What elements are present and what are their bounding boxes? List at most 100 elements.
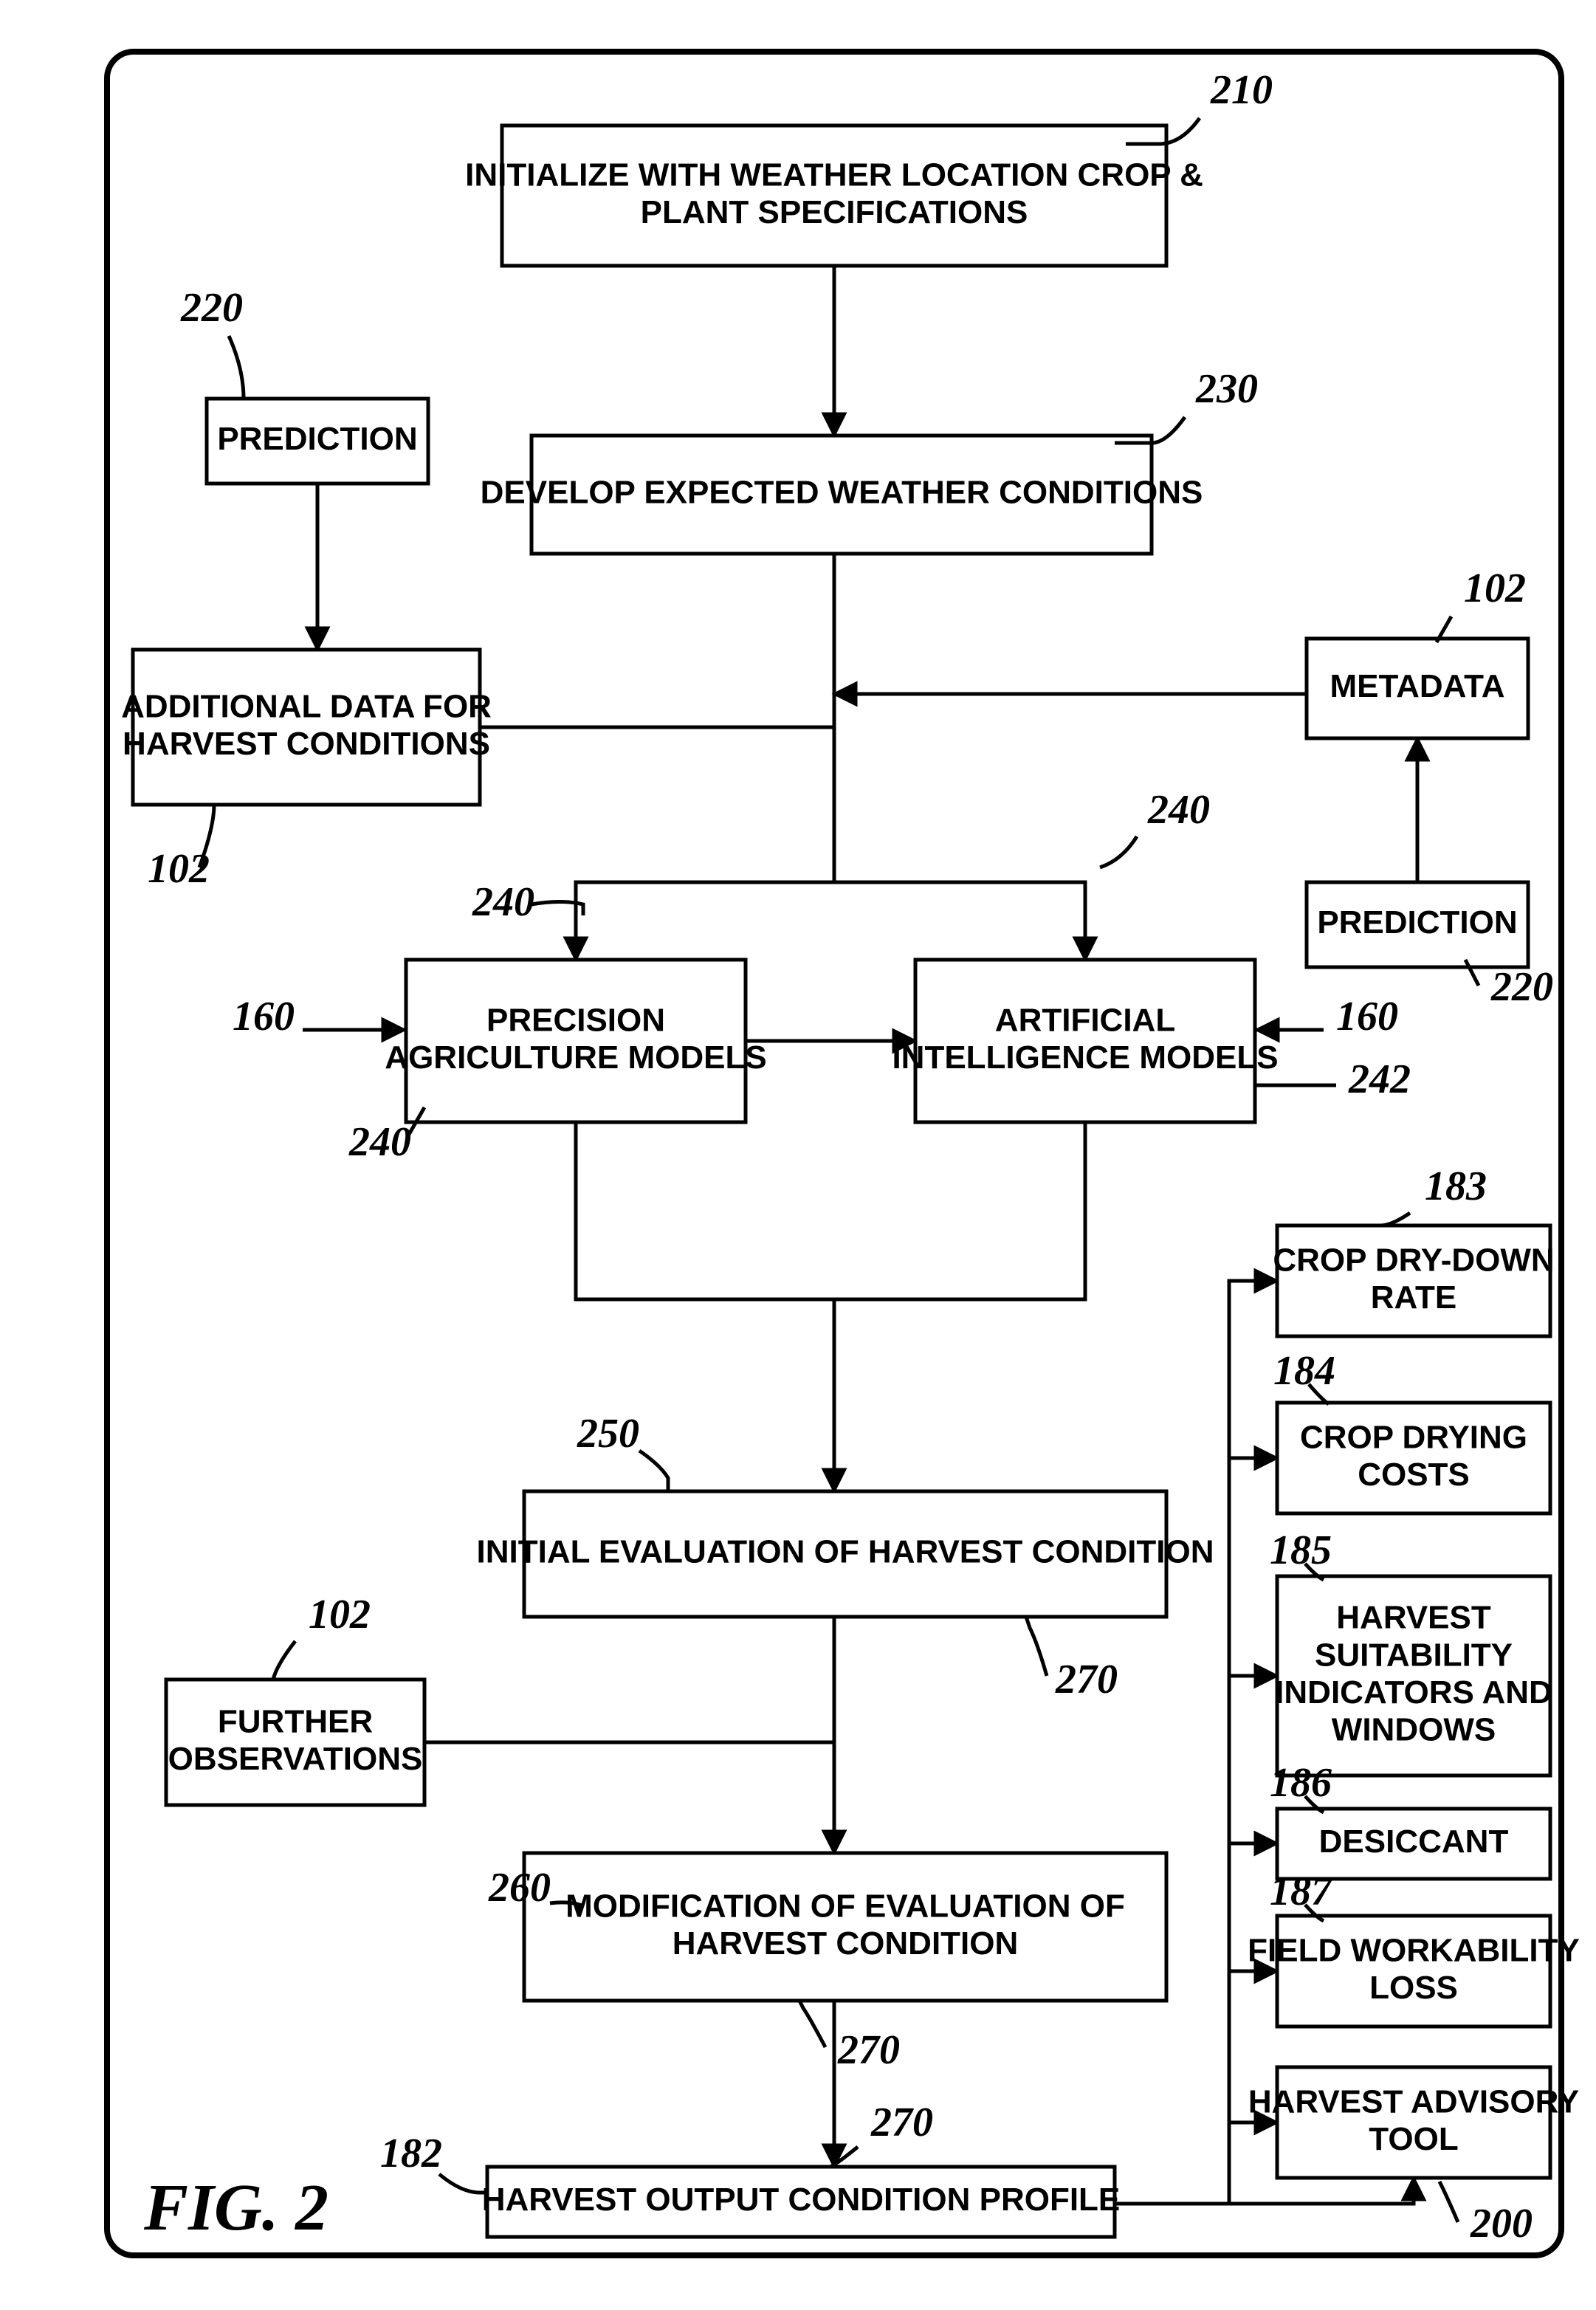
edge — [1115, 1281, 1277, 2204]
node-label: HARVEST ADVISORY — [1248, 2083, 1579, 2120]
node-n200: HARVEST ADVISORYTOOL — [1248, 2067, 1579, 2178]
node-label: AGRICULTURE MODELS — [385, 1039, 766, 1076]
refnum-185: 185 — [1270, 1527, 1332, 1580]
refnum-102: 102 — [148, 805, 214, 892]
refnum-label: 102 — [148, 846, 210, 892]
refnum-242: 242 — [1256, 1056, 1411, 1102]
node-label: LOSS — [1369, 1970, 1458, 2006]
node-label: SUITABILITY — [1315, 1637, 1513, 1673]
refnum-220: 220 — [180, 285, 244, 399]
node-label: METADATA — [1330, 668, 1504, 704]
node-n182: HARVEST OUTPUT CONDITION PROFILE — [482, 2167, 1121, 2237]
node-label: HARVEST OUTPUT CONDITION PROFILE — [482, 2182, 1121, 2218]
node-label: FURTHER — [218, 1703, 373, 1739]
node-n242: ARTIFICIALINTELLIGENCE MODELS — [892, 960, 1278, 1122]
refnum-240: 240 — [472, 879, 583, 925]
refnum-label: 182 — [380, 2131, 442, 2176]
node-label: INDICATORS AND — [1275, 1674, 1552, 1711]
refnum-label: 186 — [1270, 1760, 1332, 1806]
refnum-label: 160 — [233, 994, 295, 1039]
refnum-label: 160 — [1336, 994, 1398, 1039]
refnum-label: 240 — [1147, 787, 1210, 833]
node-label: PREDICTION — [1317, 904, 1517, 941]
node-label: DESICCANT — [1319, 1823, 1509, 1860]
edge — [1229, 2178, 1414, 2204]
refnum-label: 240 — [348, 1119, 411, 1165]
refnum-label: 242 — [1348, 1056, 1411, 1102]
refnum-label: 260 — [488, 1865, 551, 1911]
refnum-label: 184 — [1273, 1348, 1335, 1394]
node-label: RATE — [1371, 1279, 1457, 1316]
refnum-230: 230 — [1115, 366, 1258, 443]
node-n220b: PREDICTION — [1307, 882, 1528, 967]
refnum-183: 183 — [1380, 1163, 1487, 1226]
refnum-label: 102 — [1464, 566, 1526, 611]
node-n183: CROP DRY-DOWNRATE — [1273, 1226, 1554, 1336]
node-label: COSTS — [1358, 1457, 1470, 1493]
refnum-270: 270 — [1026, 1617, 1118, 1702]
node-label: PREDICTION — [217, 421, 417, 457]
edge — [834, 882, 1085, 960]
node-label: HARVEST CONDITIONS — [123, 726, 490, 762]
node-n250: INITIAL EVALUATION OF HARVEST CONDITION — [477, 1491, 1214, 1617]
node-label: CROP DRY-DOWN — [1273, 1242, 1554, 1278]
node-label: DEVELOP EXPECTED WEATHER CONDITIONS — [481, 475, 1203, 511]
node-n102a: ADDITIONAL DATA FORHARVEST CONDITIONS — [121, 650, 492, 805]
node-label: HARVEST — [1336, 1600, 1491, 1636]
refnum-label: 240 — [472, 879, 534, 925]
refnum-label: 200 — [1470, 2201, 1533, 2247]
node-label: WINDOWS — [1332, 1712, 1496, 1748]
node-n102b: METADATA — [1307, 639, 1528, 738]
refnum-186: 186 — [1270, 1760, 1332, 1812]
refnum-102: 102 — [273, 1592, 371, 1680]
refnum-label: 270 — [837, 2027, 900, 2073]
node-label: OBSERVATIONS — [168, 1741, 423, 1777]
node-label: INITIAL EVALUATION OF HARVEST CONDITION — [477, 1534, 1214, 1570]
refnum-102: 102 — [1437, 566, 1526, 642]
refnum-184: 184 — [1273, 1348, 1335, 1404]
refnum-label: 102 — [309, 1592, 371, 1637]
refnum-label: 187 — [1270, 1869, 1333, 1914]
refnum-label: 185 — [1270, 1527, 1332, 1573]
node-label: TOOL — [1369, 2121, 1458, 2157]
node-label: HARVEST CONDITION — [673, 1925, 1019, 1962]
refnum-160: 160 — [1256, 994, 1398, 1039]
node-n185: HARVESTSUITABILITYINDICATORS ANDWINDOWS — [1275, 1576, 1552, 1776]
refnum-270: 270 — [830, 2100, 933, 2167]
node-label: PRECISION — [486, 1002, 665, 1038]
refnum-label: 230 — [1195, 366, 1258, 412]
refnum-182: 182 — [380, 2131, 487, 2193]
node-label: FIELD WORKABILITY — [1248, 1932, 1580, 1968]
refnum-label: 220 — [1490, 964, 1553, 1010]
refnum-label: 270 — [1055, 1657, 1118, 1702]
node-n220a: PREDICTION — [207, 399, 428, 484]
refnum-200: 200 — [1440, 2182, 1533, 2247]
node-n184: CROP DRYINGCOSTS — [1277, 1403, 1550, 1513]
node-n230: DEVELOP EXPECTED WEATHER CONDITIONS — [481, 436, 1203, 554]
node-n210: INITIALIZE WITH WEATHER LOCATION CROP &P… — [465, 126, 1203, 266]
refnum-label: 270 — [870, 2100, 933, 2145]
node-label: MODIFICATION OF EVALUATION OF — [565, 1888, 1125, 1924]
node-label: CROP DRYING — [1300, 1419, 1527, 1455]
refnum-270: 270 — [799, 2001, 900, 2073]
edge — [576, 1122, 834, 1299]
figure-label: FIG. 2 — [143, 2171, 329, 2244]
node-n240: PRECISIONAGRICULTURE MODELS — [385, 960, 766, 1122]
edge — [834, 1122, 1085, 1299]
node-label: ARTIFICIAL — [995, 1002, 1175, 1038]
refnum-187: 187 — [1270, 1869, 1333, 1921]
node-n102c: FURTHEROBSERVATIONS — [166, 1680, 424, 1805]
node-label: PLANT SPECIFICATIONS — [641, 194, 1028, 230]
refnum-label: 250 — [577, 1411, 639, 1457]
node-label: INITIALIZE WITH WEATHER LOCATION CROP & — [465, 157, 1203, 193]
flowchart-diagram: INITIALIZE WITH WEATHER LOCATION CROP &P… — [0, 0, 1596, 2310]
node-n187: FIELD WORKABILITYLOSS — [1248, 1916, 1580, 2027]
refnum-250: 250 — [577, 1411, 668, 1490]
refnum-240: 240 — [1100, 787, 1210, 867]
edge — [576, 882, 834, 960]
node-n260: MODIFICATION OF EVALUATION OFHARVEST CON… — [524, 1853, 1166, 2001]
refnum-label: 220 — [180, 285, 243, 331]
refnum-label: 210 — [1210, 67, 1273, 113]
refnum-160: 160 — [233, 994, 405, 1039]
refnum-label: 183 — [1425, 1163, 1487, 1209]
